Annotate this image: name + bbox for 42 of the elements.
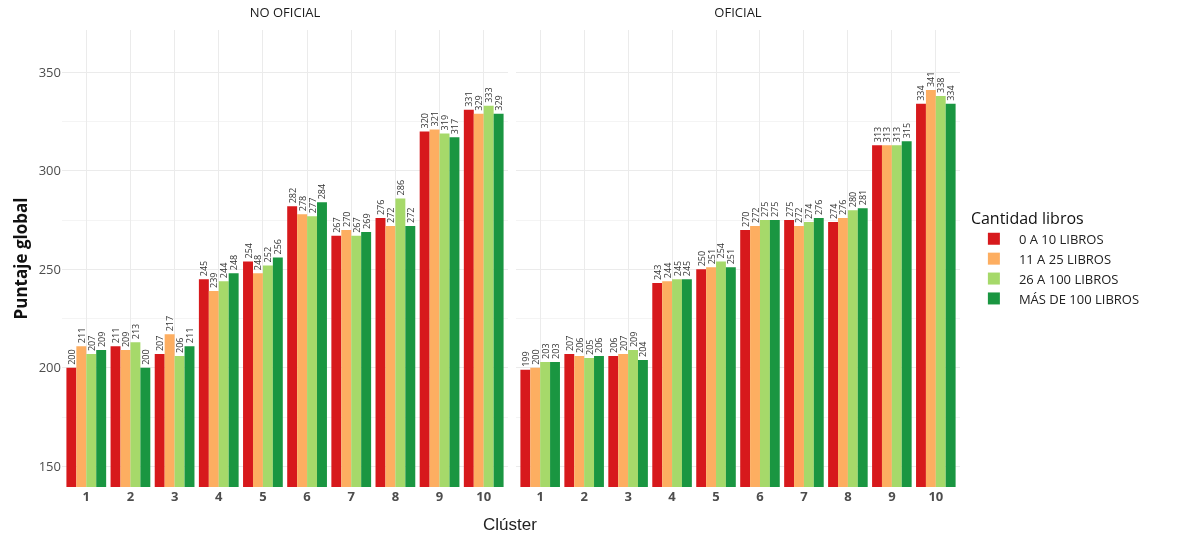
data-label: 284 [315, 183, 329, 200]
legend-label: MÁS DE 100 LIBROS [1018, 289, 1140, 308]
x-tick-label: 2 [580, 487, 589, 505]
x-tick-label: 10 [928, 487, 944, 505]
y-tick-label: 150 [38, 456, 61, 475]
legend-title: Cantidad libros [970, 206, 1084, 229]
x-tick-label: 9 [435, 487, 444, 505]
x-tick-label: 2 [126, 487, 135, 505]
x-tick-label: 3 [170, 487, 179, 505]
x-tick-label: 5 [712, 487, 720, 505]
x-axis-title: Clúster [482, 515, 538, 535]
y-tick-label: 300 [38, 161, 61, 180]
data-label: 207 [153, 335, 167, 352]
data-label: 334 [914, 85, 928, 101]
y-tick-label: 250 [38, 259, 61, 278]
x-tick-label: 4 [215, 487, 224, 505]
data-label: 200 [64, 349, 78, 365]
legend-label: 0 A 10 LIBROS [1018, 229, 1104, 248]
data-label: 217 [163, 315, 177, 332]
data-label: 286 [393, 179, 407, 196]
chart-title: NO OFICIAL [249, 2, 321, 21]
y-tick-label: 350 [38, 62, 61, 81]
x-tick-label: 1 [536, 487, 544, 505]
x-tick-label: 6 [303, 487, 312, 505]
legend-label: 26 A 100 LIBROS [1018, 269, 1119, 288]
x-tick-label: 8 [391, 487, 400, 505]
legend-label: 11 A 25 LIBROS [1018, 249, 1112, 268]
x-tick-label: 4 [668, 487, 677, 505]
x-tick-label: 7 [347, 487, 356, 505]
x-tick-label: 5 [259, 487, 267, 505]
y-tick-label: 200 [38, 358, 61, 377]
x-tick-label: 3 [624, 487, 632, 505]
data-label: 272 [403, 207, 417, 223]
x-tick-label: 6 [756, 487, 765, 505]
x-tick-label: 9 [888, 487, 896, 505]
x-tick-label: 7 [800, 487, 809, 505]
x-tick-label: 1 [82, 487, 91, 505]
x-tick-label: 8 [844, 487, 852, 505]
x-tick-label: 10 [476, 487, 492, 505]
chart-title: OFICIAL [714, 2, 762, 21]
y-axis-title: Puntaje global [9, 197, 33, 320]
data-label: 200 [138, 349, 152, 365]
